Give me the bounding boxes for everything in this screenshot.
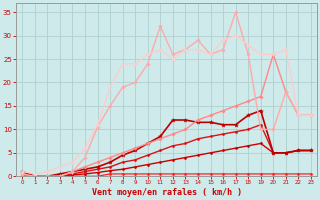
X-axis label: Vent moyen/en rafales ( km/h ): Vent moyen/en rafales ( km/h ) (92, 188, 242, 197)
